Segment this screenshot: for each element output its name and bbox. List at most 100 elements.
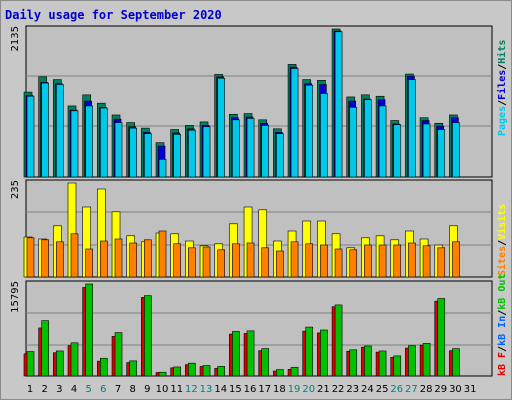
x-tick-24: 24 — [361, 384, 374, 395]
bar-pages-29 — [437, 129, 446, 178]
bar-pages-19 — [290, 68, 299, 178]
bar-kbout-24 — [364, 345, 372, 377]
legend-hits-files-pages-part-1: / — [497, 100, 508, 106]
x-tick-29: 29 — [434, 384, 447, 395]
bar-kbout-5 — [85, 283, 93, 377]
x-tick-27: 27 — [405, 384, 418, 395]
bar-pages-30 — [452, 122, 460, 178]
legend-kb: kB F/kB In/kB Out — [497, 274, 508, 376]
bar-kbout-7 — [114, 332, 123, 377]
bar-pages-23 — [349, 107, 358, 178]
bar-sites-12 — [188, 247, 196, 278]
x-tick-31: 31 — [464, 384, 477, 395]
x-tick-30: 30 — [449, 384, 462, 395]
bar-pages-2 — [41, 82, 49, 178]
x-tick-23: 23 — [346, 384, 359, 395]
x-tick-21: 21 — [317, 384, 330, 395]
bar-sites-18 — [276, 250, 284, 278]
bar-kbout-27 — [408, 345, 416, 377]
x-tick-14: 14 — [214, 384, 227, 395]
bar-kbout-28 — [422, 343, 431, 377]
legend-kb-part-2: kB In — [497, 316, 508, 346]
legend-visits-sites-part-1: / — [497, 240, 508, 246]
bar-kbout-18 — [276, 369, 284, 377]
bar-kbout-26 — [393, 355, 402, 377]
x-tick-18: 18 — [273, 384, 286, 395]
bar-kbout-11 — [173, 366, 181, 377]
bar-kbout-9 — [144, 295, 152, 377]
legend-hits-files-pages-part-4: Hits — [496, 40, 508, 64]
bar-sites-5 — [85, 248, 93, 278]
bar-sites-11 — [173, 243, 181, 278]
legend-visits-sites-part-2: Visits — [496, 204, 508, 240]
x-tick-25: 25 — [376, 384, 389, 395]
x-tick-16: 16 — [244, 384, 257, 395]
bar-sites-13 — [202, 246, 211, 278]
x-tick-1: 1 — [27, 384, 33, 395]
bar-sites-28 — [422, 245, 431, 278]
y-max-label-hits-files-pages: 2135 — [10, 26, 21, 51]
bar-sites-25 — [378, 244, 387, 278]
bar-kbout-25 — [378, 350, 387, 377]
bar-kbout-10 — [158, 371, 167, 377]
bar-pages-1 — [26, 95, 35, 178]
bar-kbout-23 — [349, 349, 358, 377]
bar-pages-21 — [320, 93, 328, 178]
bar-pages-9 — [144, 133, 152, 178]
bar-sites-20 — [305, 243, 314, 278]
x-tick-26: 26 — [390, 384, 403, 395]
x-tick-22: 22 — [332, 384, 345, 395]
legend-visits-sites: Sites/Visits — [496, 204, 508, 276]
legend-hits-files-pages-part-0: Pages — [497, 106, 508, 136]
bar-sites-27 — [408, 242, 416, 278]
bar-kbout-13 — [202, 365, 211, 377]
bar-pages-18 — [276, 133, 284, 178]
x-tick-5: 5 — [85, 384, 91, 395]
bar-sites-23 — [349, 249, 358, 278]
bar-kbout-19 — [290, 366, 299, 377]
bar-pages-28 — [422, 123, 431, 178]
bar-sites-3 — [56, 241, 64, 278]
bar-pages-3 — [56, 84, 64, 178]
bar-sites-9 — [144, 239, 152, 278]
bar-pages-22 — [334, 31, 343, 178]
x-tick-8: 8 — [130, 384, 136, 395]
x-tick-12: 12 — [185, 384, 198, 395]
bar-sites-10 — [158, 230, 167, 278]
bar-sites-19 — [290, 241, 299, 278]
bar-sites-6 — [100, 240, 108, 278]
bar-pages-4 — [70, 110, 79, 178]
x-tick-2: 2 — [41, 384, 47, 395]
bar-pages-26 — [393, 124, 402, 178]
bar-kbout-3 — [56, 350, 64, 377]
x-tick-10: 10 — [156, 384, 169, 395]
bar-pages-16 — [246, 118, 255, 178]
x-tick-9: 9 — [144, 384, 150, 395]
bar-kbout-8 — [129, 360, 137, 377]
y-max-label-kb: 15795 — [10, 281, 21, 313]
x-tick-19: 19 — [288, 384, 301, 395]
bar-pages-8 — [129, 127, 137, 178]
bar-kbout-4 — [70, 342, 79, 377]
bar-pages-12 — [188, 129, 196, 178]
x-tick-17: 17 — [258, 384, 271, 395]
bar-sites-2 — [41, 239, 49, 278]
bar-kbout-21 — [320, 329, 328, 377]
bar-pages-20 — [305, 84, 314, 178]
x-tick-20: 20 — [302, 384, 315, 395]
bar-sites-22 — [334, 248, 343, 278]
bar-pages-25 — [378, 105, 387, 178]
bar-sites-16 — [246, 242, 255, 278]
legend-kb-part-0: kB F — [497, 352, 508, 376]
bar-sites-15 — [232, 243, 240, 278]
x-tick-28: 28 — [420, 384, 433, 395]
bar-sites-17 — [261, 247, 270, 278]
y-max-label-visits-sites: 235 — [10, 180, 21, 199]
bar-pages-14 — [217, 77, 226, 178]
bar-kbout-22 — [334, 304, 343, 377]
bar-pages-27 — [408, 79, 416, 178]
bar-kbout-15 — [232, 331, 240, 377]
bar-pages-10 — [158, 159, 167, 178]
bar-sites-1 — [26, 237, 35, 278]
